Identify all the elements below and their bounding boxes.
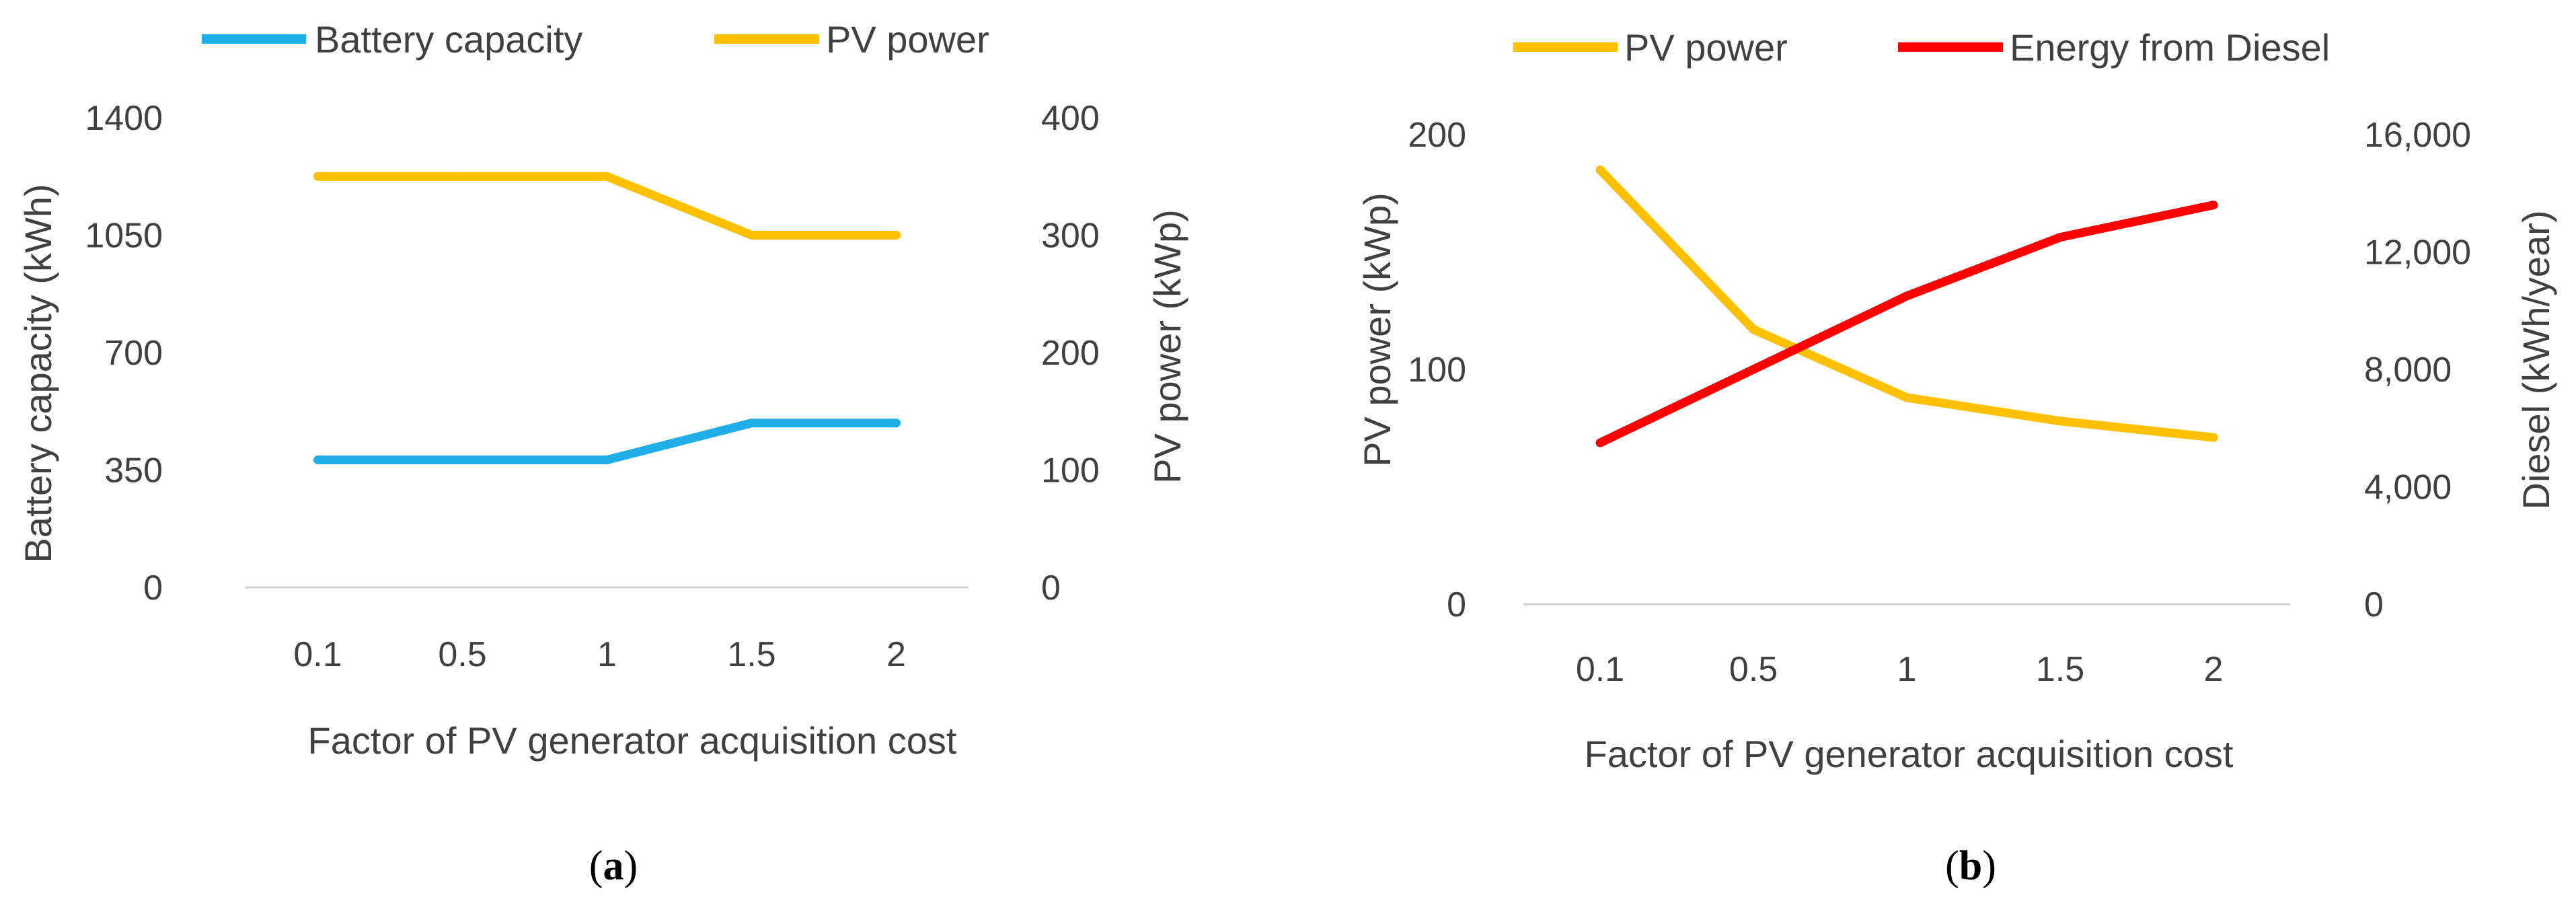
data-point-a-pv-power-2 <box>892 231 901 240</box>
series-line-a-pv-power <box>317 172 897 240</box>
data-point-b-pv-power-0-1 <box>1595 165 1605 174</box>
y-tick-left-a-0: 0 <box>143 569 163 608</box>
x-tick-a-1-5: 1.5 <box>727 635 775 674</box>
data-point-b-pv-power-2 <box>2209 433 2218 442</box>
y-axis-right-ticks-a: 0 100 200 300 400 <box>1041 99 1100 608</box>
y-tick-right-a-0: 0 <box>1041 569 1061 608</box>
y-axis-left-ticks-a: 0 350 700 1050 1400 <box>85 99 163 608</box>
panel-caption-letter-a: a <box>603 843 624 889</box>
y-tick-right-a-400: 400 <box>1041 99 1100 138</box>
y-axis-left-ticks-b: 0 100 200 <box>1408 116 1466 624</box>
y-tick-right-b-12-000: 12,000 <box>2364 233 2471 273</box>
y-tick-right-b-0: 0 <box>2364 585 2384 624</box>
y-tick-left-b-200: 200 <box>1408 116 1466 155</box>
series-line-a-battery-capacity <box>317 419 897 464</box>
data-point-b-pv-power-0-5 <box>1749 325 1758 334</box>
x-tick-b-0-1: 0.1 <box>1576 650 1624 689</box>
x-axis-ticks-b: 0.1 0.5 1 1.5 2 <box>1576 650 2224 689</box>
legend-label-pv-power-b: PV power <box>1624 26 1788 69</box>
panel-caption-b: (b) <box>1945 843 1996 889</box>
y-axis-title-right-b: Diesel (kWh/year) <box>2515 211 2557 510</box>
y-axis-right-ticks-b: 0 4,000 8,000 12,000 16,000 <box>2364 116 2471 624</box>
y-tick-left-a-350: 350 <box>104 451 163 491</box>
legend-label-battery-capacity: Battery capacity <box>315 18 582 61</box>
y-axis-title-left-a: Battery capacity (kWh) <box>17 184 59 563</box>
data-point-a-battery-capacity-1-5 <box>747 419 756 428</box>
legend-a: Battery capacity PV power <box>202 18 989 61</box>
y-tick-left-a-700: 700 <box>104 334 163 373</box>
y-tick-left-a-1050: 1050 <box>85 217 163 256</box>
y-tick-right-a-300: 300 <box>1041 217 1100 256</box>
series-lines-b <box>1595 165 2218 447</box>
data-point-a-battery-capacity-2 <box>892 419 901 428</box>
chart-panel-b: 0 100 200 0 4,000 8,000 12,000 16,000 0.1 0.5 1 1… <box>1356 26 2557 889</box>
data-point-b-energy-from-diesel-1 <box>1902 291 1911 301</box>
data-point-a-battery-capacity-0-5 <box>458 456 467 465</box>
data-point-a-battery-capacity-1 <box>603 456 611 465</box>
legend-b: PV power Energy from Diesel <box>1513 26 2330 69</box>
chart-panel-a: 0 350 700 1050 1400 0 100 200 300 400 0.1 0.5 1 1.5… <box>17 18 1188 889</box>
y-axis-title-left-b: PV power (kWp) <box>1356 192 1398 467</box>
legend-label-energy-from-diesel: Energy from Diesel <box>2010 26 2330 69</box>
data-point-b-pv-power-1-5 <box>2055 416 2065 426</box>
data-point-a-pv-power-0-5 <box>458 172 467 181</box>
data-point-b-energy-from-diesel-1-5 <box>2055 233 2065 242</box>
legend-label-pv-power-a: PV power <box>826 18 989 61</box>
data-point-b-energy-from-diesel-0-1 <box>1595 438 1605 447</box>
panel-caption-letter-b: b <box>1959 843 1982 889</box>
x-tick-b-0-5: 0.5 <box>1729 650 1778 689</box>
y-tick-left-b-0: 0 <box>1447 585 1466 624</box>
panel-caption-a: (a) <box>589 843 638 889</box>
data-point-b-energy-from-diesel-0-5 <box>1749 365 1758 374</box>
y-axis-title-right-a: PV power (kWp) <box>1146 209 1188 484</box>
x-tick-a-1: 1 <box>597 635 617 674</box>
data-point-a-pv-power-1-5 <box>747 231 756 240</box>
y-tick-right-a-200: 200 <box>1041 334 1100 373</box>
x-axis-title-b: Factor of PV generator acquisition cost <box>1585 733 2234 775</box>
y-tick-right-a-100: 100 <box>1041 451 1100 491</box>
x-tick-a-2: 2 <box>886 635 906 674</box>
x-axis-ticks-a: 0.1 0.5 1 1.5 2 <box>293 635 906 674</box>
x-axis-title-a: Factor of PV generator acquisition cost <box>308 719 957 762</box>
y-tick-right-b-16-000: 16,000 <box>2364 116 2471 155</box>
y-tick-left-b-100: 100 <box>1408 351 1466 390</box>
x-tick-b-1-5: 1.5 <box>2036 650 2084 689</box>
x-tick-b-2: 2 <box>2204 650 2224 689</box>
series-lines-a <box>313 172 901 465</box>
data-point-b-energy-from-diesel-2 <box>2209 201 2218 210</box>
x-tick-b-1: 1 <box>1897 650 1917 689</box>
series-line-b-energy-from-diesel <box>1598 201 2215 447</box>
data-point-a-battery-capacity-0-1 <box>313 456 322 465</box>
y-tick-left-a-1400: 1400 <box>85 99 163 138</box>
x-tick-a-0-1: 0.1 <box>293 635 342 674</box>
data-point-b-pv-power-1 <box>1902 393 1911 402</box>
data-point-a-pv-power-0-1 <box>313 172 322 181</box>
y-tick-right-b-8-000: 8,000 <box>2364 351 2452 390</box>
y-tick-right-b-4-000: 4,000 <box>2364 468 2452 507</box>
data-point-a-pv-power-1 <box>603 172 611 181</box>
x-tick-a-0-5: 0.5 <box>438 635 486 674</box>
